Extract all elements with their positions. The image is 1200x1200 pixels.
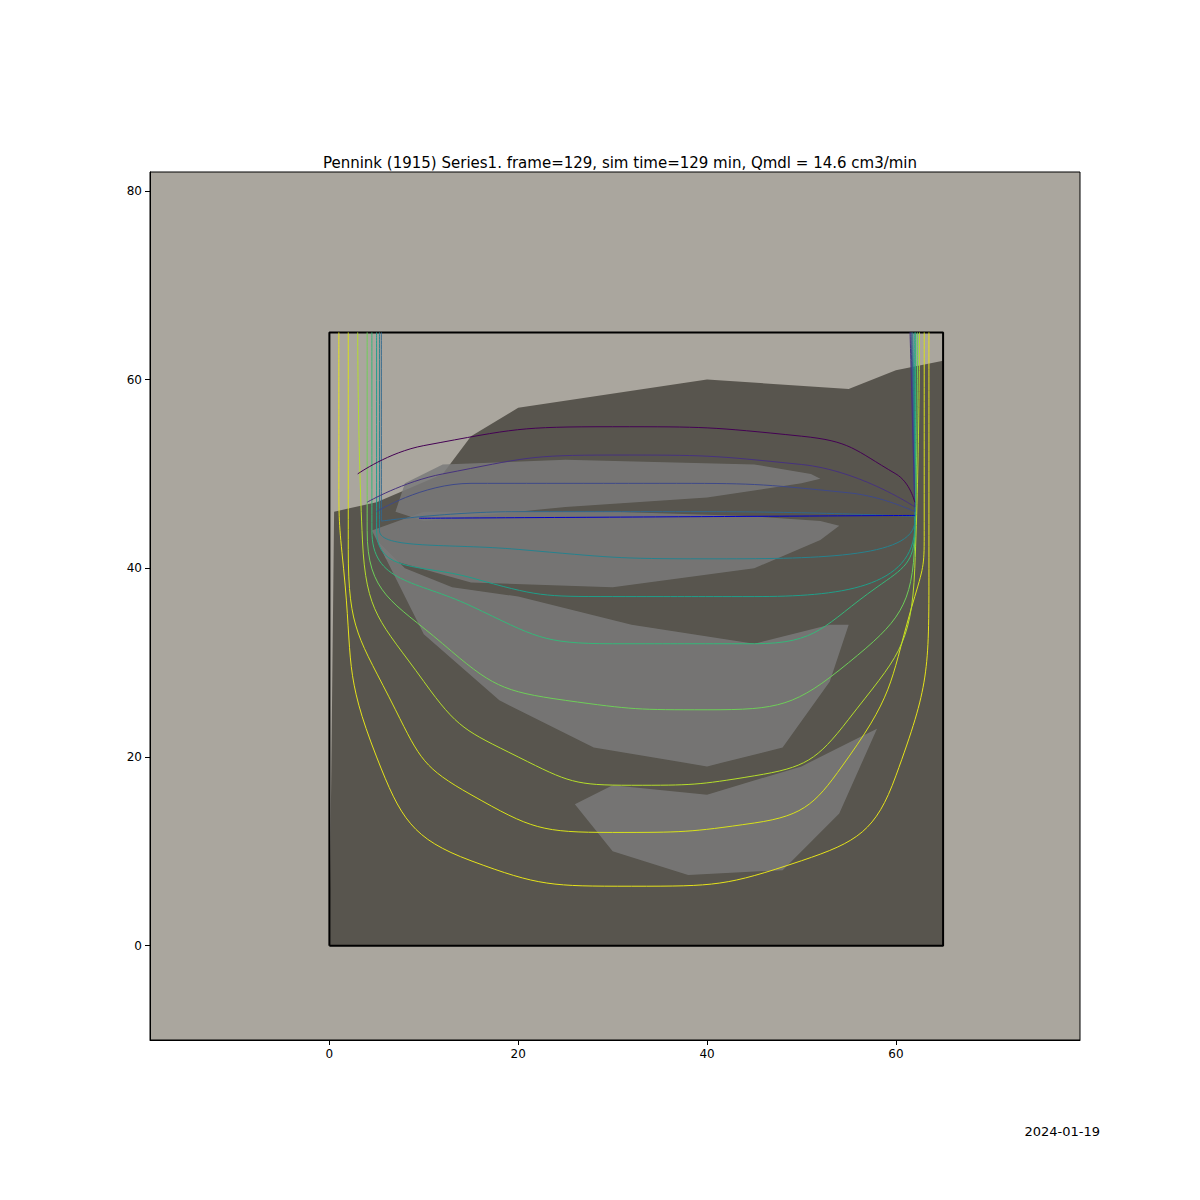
svg-text:2024-01-19: 2024-01-19: [1024, 1124, 1100, 1139]
svg-text:60: 60: [127, 373, 142, 387]
svg-text:20: 20: [511, 1047, 526, 1061]
svg-text:Pennink (1915) Series1. frame=: Pennink (1915) Series1. frame=129, sim t…: [323, 154, 917, 172]
svg-text:0: 0: [326, 1047, 334, 1061]
svg-text:80: 80: [127, 184, 142, 198]
svg-text:40: 40: [127, 561, 142, 575]
svg-text:60: 60: [888, 1047, 903, 1061]
svg-text:40: 40: [699, 1047, 714, 1061]
svg-text:0: 0: [134, 939, 142, 953]
svg-text:20: 20: [127, 750, 142, 764]
